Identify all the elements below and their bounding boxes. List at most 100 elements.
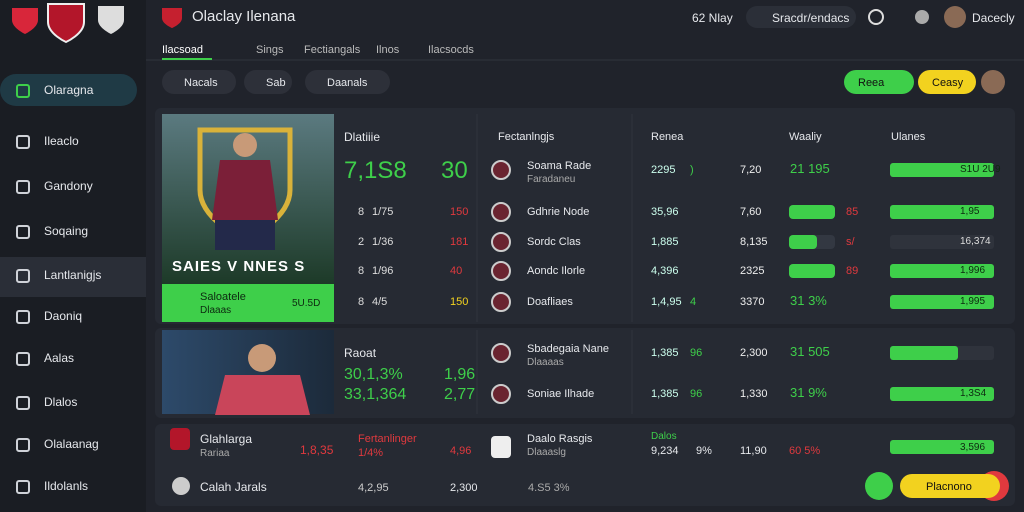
team-badge — [170, 428, 190, 450]
filter-label[interactable]: Sab — [266, 77, 286, 89]
team-name: Soama Rade — [527, 160, 592, 172]
stat: 31 3% — [790, 293, 827, 308]
bar-label: 1,95 — [960, 206, 980, 217]
nav-item[interactable]: Aalas — [44, 351, 75, 365]
row-sub: Rariaa — [200, 448, 230, 459]
stat: 1/4% — [358, 447, 384, 459]
tab[interactable]: Sings — [256, 44, 284, 56]
stat: Dalos — [651, 431, 677, 442]
section-label: Raoat — [344, 346, 377, 360]
filter-label[interactable]: Nacals — [184, 77, 218, 89]
selector[interactable] — [746, 6, 856, 28]
nav-icon — [16, 310, 30, 324]
team-badge — [491, 202, 511, 222]
stat: 35,96 — [651, 206, 679, 218]
summary-count: 30 — [441, 157, 468, 184]
bar — [890, 387, 994, 401]
team-badge — [491, 232, 511, 252]
section-value: 30,1,3% — [344, 366, 403, 383]
stat: 21 195 — [790, 161, 830, 176]
tab[interactable]: Ilacsoad — [162, 44, 203, 56]
row-name: Glahlarga — [200, 432, 253, 446]
secondary-label[interactable]: Ceasy — [932, 77, 964, 89]
column-header[interactable]: Fectanlngjs — [498, 131, 555, 143]
summary-cell: 8 — [358, 206, 365, 218]
primary-label[interactable]: Reea — [858, 77, 885, 89]
date: 62 Nlay — [692, 11, 733, 25]
stat: ) — [690, 164, 694, 176]
nav-item[interactable]: Dlalos — [44, 395, 78, 409]
column-header[interactable]: Ulanes — [891, 131, 926, 143]
team-name: Sordc Clas — [527, 236, 581, 248]
nav-item[interactable]: Olaragna — [44, 83, 94, 97]
filter-label[interactable]: Daanals — [327, 77, 368, 89]
summary-cell: 2 — [358, 236, 365, 248]
stat: 1,8,35 — [300, 443, 334, 457]
row-name: Calah Jarals — [200, 480, 267, 494]
stat: 4,2,95 — [358, 482, 389, 494]
section-value: 33,1,364 — [344, 386, 407, 403]
nav-item[interactable]: Ileaclo — [44, 134, 79, 148]
footer-button-label[interactable]: Placnono — [926, 481, 972, 493]
tab[interactable]: Ilnos — [376, 44, 400, 56]
bar — [890, 264, 994, 278]
stat: 2325 — [740, 265, 765, 277]
summary-cell: 181 — [450, 236, 469, 248]
team-sub: Faradaneu — [527, 174, 576, 185]
bar-label: S1U 2U9 — [960, 164, 1001, 175]
nav-icon — [16, 396, 30, 410]
nav-item[interactable]: Lantlanigjs — [44, 268, 102, 282]
filter-pill[interactable] — [244, 70, 292, 94]
nav-selected[interactable] — [0, 257, 146, 297]
team-badge — [491, 292, 511, 312]
stat: 7,60 — [740, 206, 762, 218]
footer-button[interactable] — [900, 474, 1000, 498]
bar — [890, 163, 994, 177]
bar — [890, 346, 958, 360]
nav-active[interactable] — [0, 74, 137, 106]
summary-cell: 1/75 — [372, 206, 394, 218]
selector-label: Sracdr/endacs — [772, 11, 850, 25]
bar-label: 3,596 — [960, 442, 986, 453]
nav-icon — [16, 480, 30, 494]
team-name: Sbadegaia Nane — [527, 343, 609, 355]
filter-pill[interactable] — [162, 70, 236, 94]
nav-item[interactable]: Gandony — [44, 179, 93, 193]
summary-cell: 8 — [358, 296, 365, 308]
card-sub: Dlaaas — [200, 305, 232, 316]
nav-item[interactable]: Daoniq — [44, 309, 83, 323]
stat: 4,96 — [450, 445, 472, 457]
nav-icon — [16, 225, 30, 239]
nav-item[interactable]: Soqaing — [44, 224, 89, 238]
tab[interactable]: Ilacsocds — [428, 44, 474, 56]
column-header[interactable]: Renea — [651, 131, 684, 143]
stat: 96 — [690, 347, 703, 359]
stat: 1,385 — [651, 347, 679, 359]
stat: 85 — [846, 206, 859, 218]
filter-pill[interactable] — [305, 70, 390, 94]
avatar — [172, 477, 190, 495]
stat: 4.S5 3% — [528, 482, 570, 494]
nav-item[interactable]: Olalaanag — [44, 437, 99, 451]
team-badge — [491, 343, 511, 363]
tab[interactable]: Fectiangals — [304, 44, 361, 56]
column-header[interactable]: Waaliy — [789, 131, 822, 143]
stat: 96 — [690, 388, 703, 400]
team-badge — [491, 384, 511, 404]
team-sub: Dlaaaslg — [527, 447, 566, 458]
nav-item[interactable]: Ildolanls — [44, 479, 89, 493]
bar — [789, 264, 835, 278]
primary-button[interactable] — [844, 70, 914, 94]
team-badge — [491, 436, 511, 458]
summary-cell: 150 — [450, 296, 469, 308]
summary-cell: 8 — [358, 265, 365, 277]
nav-icon — [16, 269, 30, 283]
bar — [890, 205, 994, 219]
bar-label: 1,3S4 — [960, 388, 987, 399]
section-value: 2,77 — [444, 386, 476, 403]
secondary-button[interactable] — [918, 70, 976, 94]
bar — [890, 295, 994, 309]
stat: 7,20 — [740, 164, 762, 176]
nav-icon — [16, 135, 30, 149]
